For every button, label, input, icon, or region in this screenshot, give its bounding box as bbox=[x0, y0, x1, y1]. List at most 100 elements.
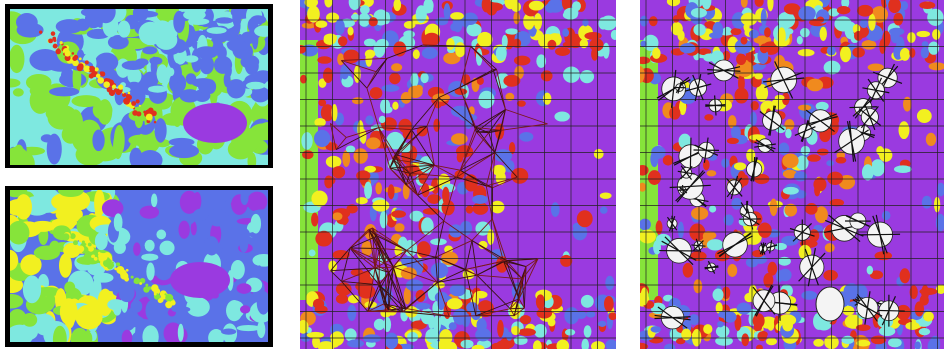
map-blob bbox=[898, 121, 910, 140]
map-blob bbox=[893, 12, 904, 26]
map-blob bbox=[921, 41, 929, 48]
map-blob bbox=[932, 29, 941, 40]
network-edge bbox=[475, 127, 489, 134]
fault-dot bbox=[143, 286, 150, 293]
fault-dot bbox=[55, 48, 61, 55]
network-edge bbox=[349, 229, 369, 249]
map-blob bbox=[749, 111, 757, 126]
map-blob bbox=[221, 290, 237, 298]
rose-petal bbox=[708, 62, 739, 79]
map-blob bbox=[304, 0, 319, 8]
map-blob bbox=[150, 193, 158, 208]
rose-petal bbox=[726, 178, 743, 197]
fault-dot bbox=[93, 256, 98, 261]
map-blob bbox=[819, 26, 827, 41]
map-blob bbox=[669, 106, 681, 120]
network-edge bbox=[488, 109, 506, 133]
fault-dot bbox=[103, 81, 110, 88]
map-blob bbox=[519, 314, 532, 325]
network-edge bbox=[392, 266, 407, 309]
fault-dot bbox=[73, 240, 78, 246]
fault-dot bbox=[151, 284, 159, 292]
map-blob bbox=[781, 92, 790, 106]
network-edge bbox=[417, 176, 457, 196]
map-blob bbox=[230, 260, 245, 280]
map-blob bbox=[690, 251, 707, 262]
map-blob bbox=[733, 162, 747, 171]
map-blob bbox=[899, 268, 911, 284]
map-blob bbox=[76, 49, 85, 63]
map-blob bbox=[415, 5, 427, 23]
network-edge bbox=[496, 69, 506, 110]
map-blob bbox=[640, 40, 647, 48]
fault-dot bbox=[72, 56, 78, 61]
map-blob bbox=[432, 93, 450, 102]
map-blob bbox=[693, 23, 706, 36]
map-blob bbox=[899, 47, 910, 61]
map-blob bbox=[432, 315, 442, 333]
map-blob bbox=[757, 331, 768, 342]
map-blob bbox=[300, 319, 309, 334]
map-blob bbox=[868, 13, 876, 31]
map-blob bbox=[142, 325, 159, 342]
fault-dot bbox=[122, 93, 126, 97]
map-blob bbox=[10, 249, 19, 271]
network-edge bbox=[392, 159, 407, 186]
network-edge bbox=[367, 272, 390, 312]
map-blob bbox=[364, 165, 376, 173]
rose-petal bbox=[759, 242, 767, 255]
map-blob bbox=[914, 341, 921, 349]
map-blob bbox=[226, 79, 246, 99]
map-blob bbox=[22, 275, 42, 304]
fault-dot bbox=[145, 113, 153, 121]
map-blob bbox=[178, 220, 190, 239]
rose-petal bbox=[740, 212, 760, 226]
network-edge bbox=[378, 127, 391, 169]
network-edge bbox=[389, 129, 412, 169]
map-blob bbox=[247, 191, 268, 212]
rose-petal bbox=[691, 244, 706, 247]
network-edge bbox=[485, 185, 493, 220]
map-blob bbox=[135, 10, 159, 18]
map-panel bbox=[300, 0, 616, 349]
map-blob bbox=[506, 331, 513, 341]
network-edge bbox=[509, 298, 520, 310]
map-blob bbox=[865, 24, 883, 42]
network-edge bbox=[475, 127, 496, 153]
network-edge bbox=[366, 88, 380, 128]
map-blob bbox=[101, 329, 124, 342]
map-blob bbox=[378, 115, 386, 124]
map-blob bbox=[33, 313, 56, 336]
map-blob bbox=[118, 283, 135, 303]
map-blob bbox=[823, 60, 841, 75]
map-blob bbox=[438, 339, 450, 349]
network-edge bbox=[475, 275, 478, 316]
map-blob bbox=[655, 220, 663, 235]
network-edge bbox=[435, 220, 445, 258]
map-blob bbox=[311, 190, 328, 207]
map-blob bbox=[240, 190, 249, 206]
map-blob bbox=[764, 27, 771, 38]
map-blob bbox=[154, 118, 167, 143]
map-blob bbox=[642, 34, 659, 51]
map-blob bbox=[536, 54, 547, 68]
fault-dot bbox=[94, 67, 99, 72]
map-blob bbox=[12, 88, 24, 97]
map-blob bbox=[148, 21, 173, 31]
map-blob bbox=[870, 159, 885, 177]
network-edge bbox=[475, 308, 511, 317]
map-blob bbox=[208, 208, 227, 227]
network-edge bbox=[509, 308, 515, 316]
network-edge bbox=[330, 270, 342, 282]
network-edge bbox=[492, 69, 506, 110]
map-blob bbox=[656, 233, 671, 246]
network-edge bbox=[443, 177, 458, 222]
rose-petal bbox=[654, 314, 691, 321]
map-panel bbox=[10, 190, 268, 342]
map-blob bbox=[677, 221, 684, 239]
map-blob bbox=[123, 315, 145, 328]
map-blob bbox=[472, 202, 489, 215]
map-blob bbox=[236, 283, 252, 294]
map-blob bbox=[511, 1, 522, 12]
map-blob bbox=[84, 9, 102, 29]
